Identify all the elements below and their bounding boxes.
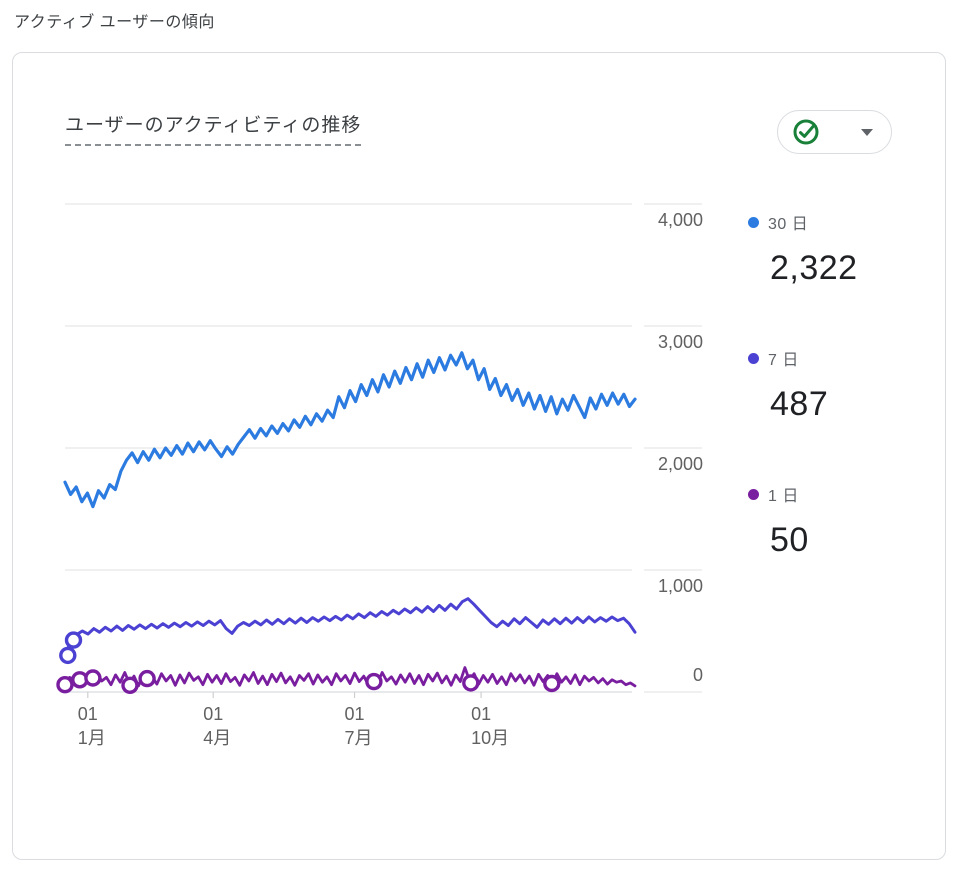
- series-marker-1d[interactable]: [84, 669, 102, 687]
- legend-item-7d[interactable]: 7 日 487: [748, 346, 938, 424]
- series-line-30d: [63, 351, 637, 509]
- chevron-down-icon: [861, 128, 873, 136]
- legend-value-1d: 50: [770, 521, 809, 559]
- legend-dot-1d: [748, 488, 759, 500]
- legend-label-7d: 7 日: [768, 352, 799, 369]
- series-marker-1d[interactable]: [365, 672, 383, 691]
- series-marker-1d[interactable]: [543, 674, 561, 693]
- legend-label-1d: 1 日: [768, 488, 799, 505]
- series-line-1d: [63, 666, 637, 688]
- series-marker-1d[interactable]: [138, 669, 156, 688]
- page-title: アクティブ ユーザーの傾向: [14, 14, 215, 31]
- series-marker-7d[interactable]: [59, 646, 77, 665]
- chart-status-button[interactable]: [777, 110, 892, 154]
- series-marker-1d[interactable]: [56, 676, 74, 694]
- chart-card: [12, 52, 946, 860]
- series-marker-1d[interactable]: [462, 674, 480, 692]
- legend-item-30d[interactable]: 30 日 2,322: [748, 210, 938, 288]
- legend-item-1d[interactable]: 1 日 50: [748, 482, 938, 560]
- legend-value-30d: 2,322: [770, 249, 858, 287]
- series-marker-1d[interactable]: [121, 676, 139, 694]
- legend-dot-7d: [748, 352, 759, 364]
- check-circle-icon: [792, 118, 820, 146]
- series-marker-7d[interactable]: [64, 631, 83, 649]
- series-line-7d: [63, 597, 637, 660]
- legend-label-30d: 30 日: [768, 216, 809, 233]
- legend-value-7d: 487: [770, 385, 829, 423]
- legend-dot-30d: [748, 216, 759, 228]
- chart-title[interactable]: ユーザーのアクティビティの推移: [65, 110, 362, 146]
